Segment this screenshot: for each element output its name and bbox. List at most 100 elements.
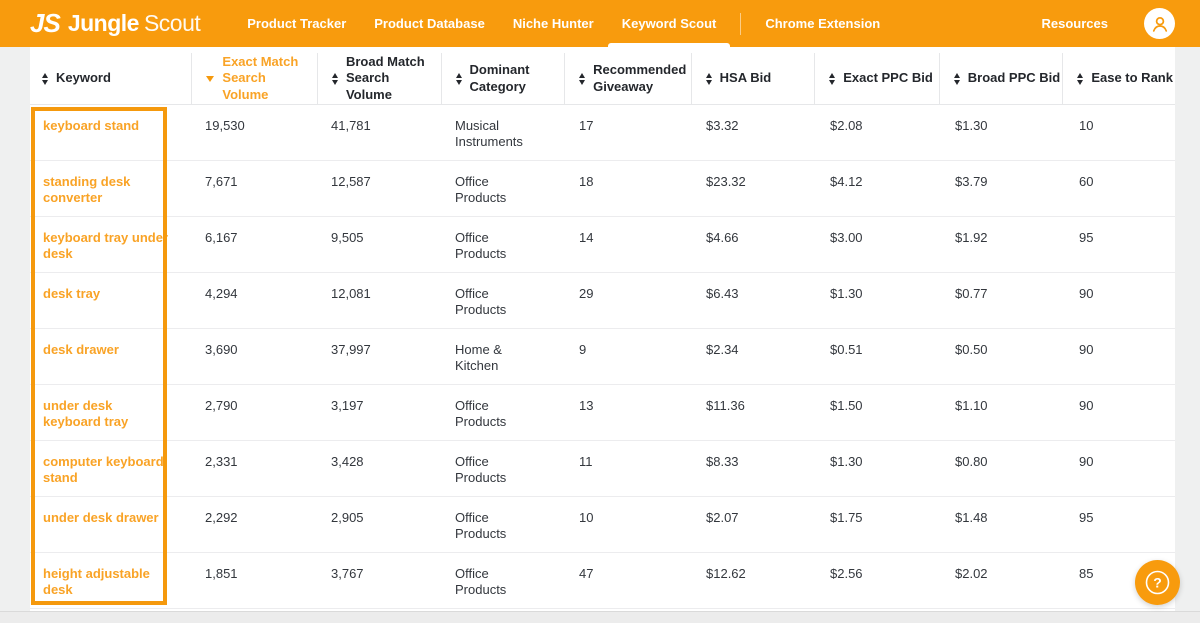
table-row[interactable]: standing desk converter 7,671 12,587 Off… [30,161,1175,217]
question-mark-icon: ? [1145,570,1170,595]
sort-icon [829,72,836,85]
broad-match-volume-value: 3,428 [331,454,364,469]
broad-ppc-bid-value: $0.80 [955,454,988,469]
exact-match-volume-value: 2,790 [205,398,238,413]
table-row[interactable]: under desk keyboard tray 2,790 3,197 Off… [30,385,1175,441]
logo-js-monogram: JS [30,8,61,38]
broad-ppc-bid-value: $0.77 [955,286,988,301]
table-row[interactable]: desk tray 4,294 12,081 Office Products 2… [30,273,1175,329]
column-header-dominant-category[interactable]: Dominant Category [440,53,565,104]
nav-resources[interactable]: Resources [1041,16,1108,31]
ease-to-rank-value: 90 [1079,454,1094,469]
ease-to-rank-value: 90 [1079,342,1094,357]
column-header-broad-ppc-bid[interactable]: Broad PPC Bid [938,53,1063,104]
column-header-keyword[interactable]: Keyword [30,53,191,104]
sort-icon [579,72,586,85]
exact-match-volume-value: 1,851 [205,566,238,581]
hsa-bid-value: $2.34 [706,342,739,357]
hsa-bid-value: $2.07 [706,510,739,525]
logo-scout-text: Scout [143,10,201,36]
exact-ppc-bid-value: $1.30 [830,286,863,301]
table-row[interactable]: under desk drawer 2,292 2,905 Office Pro… [30,497,1175,553]
keyword-link[interactable]: desk tray [43,286,101,301]
keyword-link[interactable]: computer keyboard stand [43,454,164,486]
broad-match-volume-value: 37,997 [331,342,371,357]
broad-ppc-bid-value: $1.30 [955,118,988,133]
keyword-link[interactable]: keyboard tray under desk [43,230,168,262]
bottom-scrollbar-strip[interactable] [0,611,1200,623]
nav-product-database[interactable]: Product Database [374,16,485,31]
exact-ppc-bid-value: $2.08 [830,118,863,133]
broad-match-volume-value: 3,197 [331,398,364,413]
exact-ppc-bid-value: $4.12 [830,174,863,189]
nav-product-tracker[interactable]: Product Tracker [247,16,347,31]
column-header-exact-match-search-volume[interactable]: Exact Match Search Volume [191,53,317,104]
column-header-hsa-bid[interactable]: HSA Bid [690,53,815,104]
broad-match-volume-value: 12,081 [331,286,371,301]
sort-icon [455,72,462,85]
logo-jungle-text: Jungle [67,10,140,36]
exact-ppc-bid-value: $2.56 [830,566,863,581]
hsa-bid-value: $11.36 [706,398,745,413]
table-row[interactable]: desk drawer 3,690 37,997 Home & Kitchen … [30,329,1175,385]
broad-ppc-bid-value: $1.10 [955,398,988,413]
keyword-results-table: Keyword Exact Match Search Volume Broad … [30,47,1175,611]
dominant-category-value: Office Products [455,454,507,485]
exact-match-volume-value: 2,292 [205,510,238,525]
hsa-bid-value: $3.32 [706,118,739,133]
broad-ppc-bid-value: $1.48 [955,510,988,525]
broad-ppc-bid-value: $3.79 [955,174,988,189]
help-button[interactable]: ? [1135,560,1180,605]
hsa-bid-value: $4.66 [706,230,739,245]
jungle-scout-logo[interactable]: JS Jungle Scout [30,0,201,47]
nav-niche-hunter[interactable]: Niche Hunter [512,16,594,31]
table-row[interactable]: height adjustable desk 1,851 3,767 Offic… [30,553,1175,609]
dominant-category-value: Office Products [455,566,507,597]
broad-match-volume-value: 9,505 [331,230,364,245]
recommended-giveaway-value: 14 [579,230,594,245]
column-header-broad-match-search-volume[interactable]: Broad Match Search Volume [316,53,441,104]
ease-to-rank-value: 10 [1079,118,1094,133]
keyword-link[interactable]: standing desk converter [43,174,131,206]
broad-match-volume-value: 3,767 [331,566,364,581]
exact-match-volume-value: 4,294 [205,286,238,301]
ease-to-rank-value: 85 [1079,566,1094,581]
recommended-giveaway-value: 18 [579,174,594,189]
account-avatar[interactable] [1144,8,1175,39]
column-header-exact-ppc-bid[interactable]: Exact PPC Bid [814,53,939,104]
recommended-giveaway-value: 11 [579,454,593,469]
recommended-giveaway-value: 9 [579,342,587,357]
nav-divider [740,12,742,35]
keyword-link[interactable]: desk drawer [43,342,119,357]
broad-match-volume-value: 2,905 [331,510,364,525]
primary-nav: Product Tracker Product Database Niche H… [233,0,894,47]
ease-to-rank-value: 60 [1079,174,1094,189]
sort-icon [42,72,48,85]
keyword-link[interactable]: height adjustable desk [43,566,150,598]
column-header-ease-to-rank[interactable]: Ease to Rank [1062,53,1175,104]
broad-ppc-bid-value: $0.50 [955,342,988,357]
exact-match-volume-value: 3,690 [205,342,238,357]
nav-right-group: Resources [1028,0,1175,47]
table-row[interactable]: keyboard tray under desk 6,167 9,505 Off… [30,217,1175,273]
ease-to-rank-value: 95 [1079,510,1094,525]
exact-ppc-bid-value: $3.00 [830,230,863,245]
hsa-bid-value: $12.62 [706,566,746,581]
table-row[interactable]: computer keyboard stand 2,331 3,428 Offi… [30,441,1175,497]
sort-icon [705,72,712,85]
nav-chrome-extension[interactable]: Chrome Extension [765,16,881,31]
exact-ppc-bid-value: $1.30 [830,454,863,469]
hsa-bid-value: $8.33 [706,454,739,469]
exact-match-volume-value: 19,530 [205,118,245,133]
dominant-category-value: Home & Kitchen [455,342,502,373]
ease-to-rank-value: 90 [1079,286,1094,301]
keyword-link[interactable]: under desk keyboard tray [43,398,129,430]
column-header-recommended-giveaway[interactable]: Recommended Giveaway [564,53,691,104]
dominant-category-value: Office Products [455,398,507,429]
table-header-row: Keyword Exact Match Search Volume Broad … [30,47,1175,105]
keyword-link[interactable]: under desk drawer [43,510,159,525]
keyword-link[interactable]: keyboard stand [43,118,140,133]
table-row[interactable]: keyboard stand 19,530 41,781 Musical Ins… [30,105,1175,161]
broad-ppc-bid-value: $1.92 [955,230,988,245]
nav-keyword-scout[interactable]: Keyword Scout [607,0,731,47]
